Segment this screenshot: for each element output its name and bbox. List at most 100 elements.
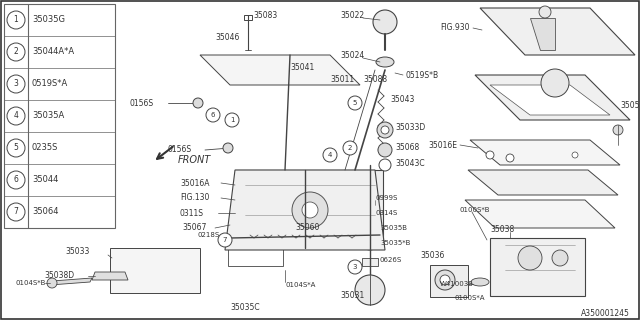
- Text: 35031: 35031: [340, 291, 364, 300]
- Circle shape: [218, 233, 232, 247]
- Circle shape: [223, 143, 233, 153]
- Polygon shape: [475, 75, 630, 120]
- Text: 3: 3: [13, 79, 19, 89]
- Text: 35035*B: 35035*B: [380, 240, 410, 246]
- Circle shape: [7, 171, 25, 189]
- Polygon shape: [530, 18, 555, 50]
- Text: 2: 2: [13, 47, 19, 57]
- Circle shape: [440, 275, 450, 285]
- Text: 6: 6: [211, 112, 215, 118]
- Circle shape: [539, 6, 551, 18]
- Text: 5: 5: [13, 143, 19, 153]
- Circle shape: [486, 151, 494, 159]
- Circle shape: [302, 202, 318, 218]
- Text: 35033: 35033: [66, 247, 90, 257]
- Bar: [235, 170, 383, 248]
- Text: A350001245: A350001245: [581, 309, 630, 318]
- Circle shape: [7, 43, 25, 61]
- Bar: [490, 238, 585, 296]
- Text: 35043: 35043: [390, 95, 414, 105]
- Circle shape: [7, 11, 25, 29]
- Circle shape: [7, 203, 25, 221]
- Circle shape: [323, 148, 337, 162]
- Bar: [4, 4, 115, 228]
- Polygon shape: [225, 170, 385, 250]
- Text: FRONT: FRONT: [178, 155, 211, 165]
- Circle shape: [193, 98, 203, 108]
- Circle shape: [506, 154, 514, 162]
- Circle shape: [381, 126, 389, 134]
- Text: 7: 7: [13, 207, 19, 217]
- Polygon shape: [490, 85, 610, 115]
- Text: 1: 1: [13, 15, 19, 25]
- Bar: [228, 238, 283, 266]
- Circle shape: [47, 278, 57, 288]
- Text: 0999S: 0999S: [375, 195, 397, 201]
- Polygon shape: [468, 170, 618, 195]
- Circle shape: [613, 125, 623, 135]
- Circle shape: [7, 107, 25, 125]
- Text: 35016E: 35016E: [428, 140, 457, 149]
- Text: 1: 1: [230, 117, 234, 123]
- Text: 0235S: 0235S: [32, 143, 58, 153]
- Text: 35035G: 35035G: [32, 15, 65, 25]
- Text: 35088: 35088: [363, 76, 387, 84]
- Polygon shape: [465, 200, 615, 228]
- Text: 0218S: 0218S: [198, 232, 220, 238]
- Text: 35068: 35068: [395, 143, 419, 153]
- Text: 0626S: 0626S: [380, 257, 403, 263]
- Ellipse shape: [362, 240, 378, 250]
- Text: 35043C: 35043C: [395, 158, 424, 167]
- Circle shape: [552, 250, 568, 266]
- Polygon shape: [50, 278, 92, 285]
- Text: 35035A: 35035A: [32, 111, 64, 121]
- Ellipse shape: [471, 278, 489, 286]
- Circle shape: [572, 152, 578, 158]
- Circle shape: [348, 260, 362, 274]
- Text: 35038D: 35038D: [45, 270, 75, 279]
- Text: 35024: 35024: [340, 51, 364, 60]
- Text: 0100S*A: 0100S*A: [455, 295, 485, 301]
- Text: 35044: 35044: [32, 175, 58, 185]
- Circle shape: [7, 139, 25, 157]
- Polygon shape: [470, 140, 620, 165]
- Text: 35035C: 35035C: [230, 303, 260, 313]
- Text: 35011: 35011: [330, 76, 354, 84]
- Bar: [244, 15, 252, 20]
- Polygon shape: [200, 55, 360, 85]
- Text: 0156S: 0156S: [168, 146, 192, 155]
- Circle shape: [378, 143, 392, 157]
- Circle shape: [373, 10, 397, 34]
- Bar: [362, 258, 378, 266]
- Text: 0104S*A: 0104S*A: [285, 282, 316, 288]
- Circle shape: [435, 270, 455, 290]
- Circle shape: [292, 192, 328, 228]
- Text: 35060: 35060: [295, 223, 319, 233]
- Circle shape: [348, 96, 362, 110]
- Text: 0104S*B: 0104S*B: [15, 280, 45, 286]
- Circle shape: [379, 159, 391, 171]
- Text: 5: 5: [353, 100, 357, 106]
- Text: 35083: 35083: [253, 11, 277, 20]
- Text: 3: 3: [353, 264, 357, 270]
- Circle shape: [7, 75, 25, 93]
- Circle shape: [343, 141, 357, 155]
- Circle shape: [541, 69, 569, 97]
- Circle shape: [225, 113, 239, 127]
- Text: 35046: 35046: [216, 34, 240, 43]
- Text: 35044A*A: 35044A*A: [32, 47, 74, 57]
- Text: 6: 6: [13, 175, 19, 185]
- Circle shape: [355, 275, 385, 305]
- Text: FIG.130: FIG.130: [180, 194, 209, 203]
- Text: 35036: 35036: [420, 251, 444, 260]
- Polygon shape: [92, 272, 128, 280]
- Text: 0519S*B: 0519S*B: [405, 70, 438, 79]
- Text: 0311S: 0311S: [180, 209, 204, 218]
- Ellipse shape: [363, 211, 377, 219]
- Ellipse shape: [363, 196, 377, 204]
- Ellipse shape: [366, 198, 374, 202]
- Text: 0156S: 0156S: [130, 99, 154, 108]
- Polygon shape: [480, 8, 635, 55]
- Text: 0100S*B: 0100S*B: [460, 207, 490, 213]
- Circle shape: [518, 246, 542, 270]
